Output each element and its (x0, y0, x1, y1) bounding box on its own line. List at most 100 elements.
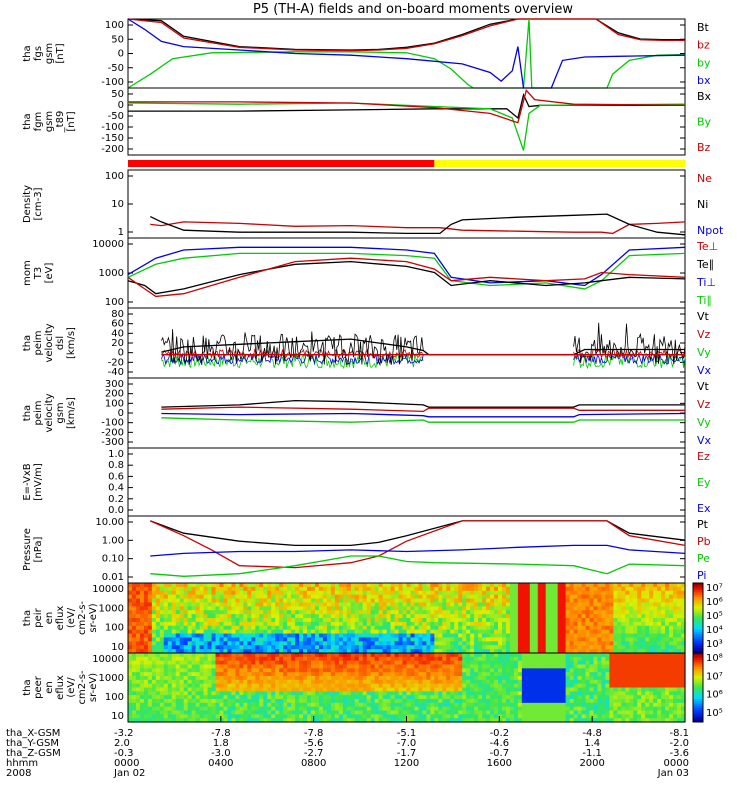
spectro-cell (330, 695, 336, 700)
spectro-cell (593, 718, 599, 723)
spectro-cell (334, 594, 340, 600)
spectro-cell (231, 606, 237, 611)
spectro-cell (334, 610, 340, 615)
spectro-cell (135, 625, 141, 631)
spectro-cell (366, 583, 372, 588)
spectro-cell (458, 656, 463, 662)
spectro-cell (183, 664, 189, 669)
spectro-cell (410, 660, 416, 666)
spectro-cell (482, 687, 487, 692)
spectro-cell (366, 668, 372, 673)
spectro-cell (283, 653, 288, 658)
spectro-cell (597, 656, 603, 662)
spectro-cell (529, 656, 535, 662)
spectro-cell (275, 583, 280, 588)
spectro-cell (131, 664, 137, 669)
spectro-cell (346, 702, 352, 708)
spectro-cell (155, 656, 161, 662)
spectro-cell (430, 637, 435, 642)
spectro-cell (171, 641, 177, 646)
ytick-label: 0.0 (108, 505, 124, 516)
spectro-cell (478, 594, 483, 600)
spectro-cell (490, 583, 495, 588)
spectro-cell (346, 718, 352, 723)
spectro-cell (414, 710, 420, 715)
spectro-cell (557, 653, 563, 658)
spectro-cell (410, 625, 416, 631)
spectro-cell (191, 586, 197, 592)
spectro-cell (318, 586, 324, 592)
spectro-cell (326, 606, 332, 611)
spectro-cell (569, 653, 575, 658)
spectro-cell (251, 676, 256, 681)
spectro-cell (462, 645, 467, 650)
spectro-cell (334, 706, 340, 712)
spectro-cell (350, 645, 356, 650)
spectro-cell (661, 586, 666, 592)
spectro-cell (334, 629, 340, 635)
spectro-cell (462, 660, 467, 666)
spectro-cell (593, 676, 599, 681)
spectro-cell (509, 668, 515, 673)
spectro-cell (517, 618, 523, 623)
spectro-cell (529, 672, 535, 677)
spectro-cell (287, 679, 292, 685)
spectro-cell (318, 660, 324, 666)
spectro-cell (537, 614, 543, 619)
spectro-cell (211, 710, 217, 715)
spectro-cell (295, 660, 300, 666)
spectro-cell (545, 606, 551, 611)
spectro-cell (406, 714, 412, 719)
spectro-cell (585, 683, 591, 689)
spectro-cell (342, 614, 348, 619)
spectro-cell (557, 710, 563, 715)
spectro-cell (247, 606, 252, 611)
spectro-cell (322, 672, 328, 677)
spectro-cell (434, 718, 439, 723)
spectro-cell (501, 637, 507, 642)
spectro-cell (366, 633, 372, 639)
spectro-cell (291, 676, 296, 681)
spectro-cell (179, 695, 185, 700)
spectro-cell (565, 679, 571, 685)
spectro-cell (283, 594, 288, 600)
spectro-cell (255, 610, 260, 615)
spectro-cell (593, 691, 599, 696)
ylabel-line: [cm-3] (33, 187, 44, 220)
spectro-cell (255, 668, 260, 673)
spectro-cell (629, 590, 634, 596)
spectro-cell (299, 656, 304, 662)
spectro-cell (418, 676, 424, 681)
spectro-cell (494, 660, 499, 666)
spectro-cell (581, 691, 587, 696)
spectro-cell (474, 625, 479, 631)
spectro-cell (358, 641, 364, 646)
spectro-cell (601, 637, 607, 642)
spectro-cell (287, 672, 292, 677)
spectro-cell (314, 668, 320, 673)
ylabel-line: peim (33, 330, 44, 355)
spectro-cell (581, 614, 587, 619)
spectro-cell (569, 621, 575, 627)
spectro-cell (525, 699, 531, 704)
spectro-cell (442, 586, 447, 592)
spectro-cell (314, 691, 320, 696)
spectro-cell (291, 679, 296, 685)
spectro-cell (669, 629, 674, 635)
spectro-cell (295, 598, 300, 604)
spectro-cell (219, 618, 225, 623)
spectro-cell (406, 614, 412, 619)
spectro-cell (625, 637, 630, 642)
spectro-cell (143, 687, 149, 692)
spectro-cell (275, 637, 280, 642)
spectro-cell (517, 629, 523, 635)
spectro-cell (139, 618, 145, 623)
spectro-cell (211, 656, 217, 662)
spectro-cell (175, 714, 181, 719)
spectro-cell (342, 683, 348, 689)
spectro-cell (191, 645, 197, 650)
spectro-cell (314, 656, 320, 662)
spectro-cell (231, 683, 237, 689)
spectro-cell (410, 583, 416, 588)
